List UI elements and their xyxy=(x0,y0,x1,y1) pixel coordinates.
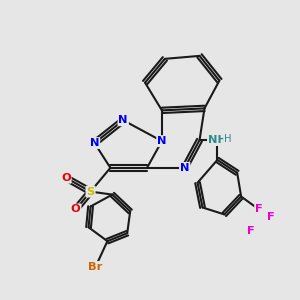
Text: NH: NH xyxy=(208,135,227,145)
Text: N: N xyxy=(180,163,189,173)
Text: H: H xyxy=(224,134,232,144)
Text: F: F xyxy=(255,204,263,214)
Text: F: F xyxy=(247,226,255,236)
Text: O: O xyxy=(61,173,71,183)
Text: N: N xyxy=(90,138,99,148)
Text: F: F xyxy=(267,212,275,222)
Text: O: O xyxy=(71,204,81,214)
Text: S: S xyxy=(86,187,95,196)
Text: N: N xyxy=(118,115,128,125)
Text: Br: Br xyxy=(88,262,103,272)
Text: N: N xyxy=(157,136,167,146)
